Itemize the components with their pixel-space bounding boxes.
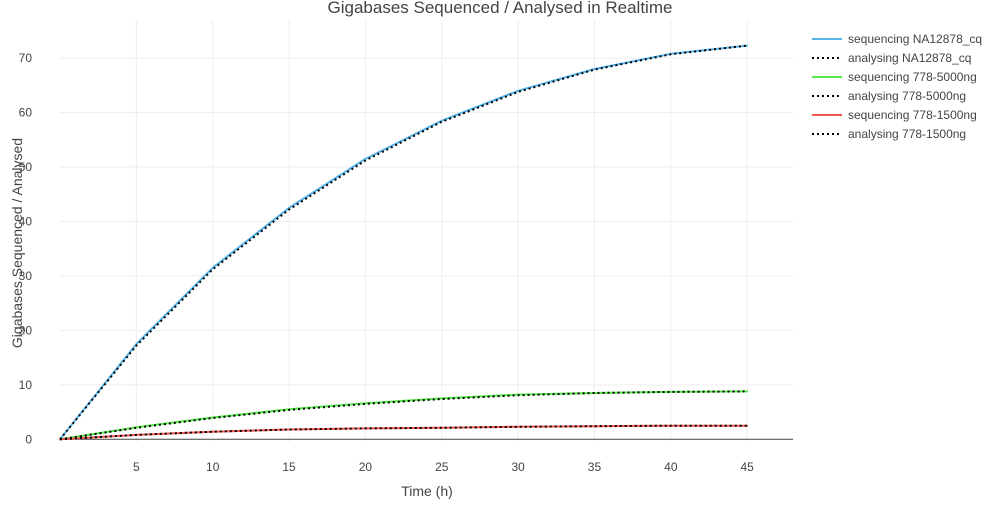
y-tick-label: 0 xyxy=(25,432,32,446)
x-tick-label: 20 xyxy=(359,460,373,474)
legend[interactable]: sequencing NA12878_cq analysing NA12878_c… xyxy=(812,32,982,141)
series-lines xyxy=(59,44,749,441)
chart-title: Gigabases Sequenced / Analysed in Realti… xyxy=(328,0,673,17)
y-axis-title: Gigabases Sequenced / Analysed xyxy=(9,138,25,348)
y-tick-label: 30 xyxy=(19,269,33,283)
legend-label: sequencing NA12878_cq xyxy=(848,32,982,46)
x-tick-label: 35 xyxy=(588,460,602,474)
x-tick-label: 40 xyxy=(664,460,678,474)
legend-label: analysing 778-5000ng xyxy=(848,89,966,103)
x-tick-label: 5 xyxy=(133,460,140,474)
y-tick-label: 50 xyxy=(19,160,33,174)
legend-item[interactable]: sequencing 778-1500ng xyxy=(812,108,977,122)
x-tick-label: 15 xyxy=(282,460,296,474)
y-tick-label: 70 xyxy=(19,51,33,65)
series-line-0[interactable] xyxy=(59,44,749,441)
legend-label: sequencing 778-5000ng xyxy=(848,70,977,84)
series-line-4[interactable] xyxy=(59,424,749,441)
x-tick-label: 10 xyxy=(206,460,220,474)
series-line-2[interactable] xyxy=(59,390,749,441)
legend-item[interactable]: analysing NA12878_cq xyxy=(812,51,971,65)
x-tick-label: 25 xyxy=(435,460,449,474)
legend-item[interactable]: sequencing NA12878_cq xyxy=(812,32,982,46)
y-tick-label: 10 xyxy=(19,378,33,392)
legend-label: analysing 778-1500ng xyxy=(848,127,966,141)
y-tick-label: 40 xyxy=(19,214,33,228)
x-tick-label: 30 xyxy=(511,460,525,474)
y-tick-label: 60 xyxy=(19,106,33,120)
gridlines xyxy=(60,20,793,442)
x-tick-label: 45 xyxy=(741,460,755,474)
legend-label: analysing NA12878_cq xyxy=(848,51,971,65)
legend-label: sequencing 778-1500ng xyxy=(848,108,977,122)
axes: 5 10 15 20 25 30 35 40 45 0 10 20 30 40 50 60 70 xyxy=(19,51,793,474)
series-line-3[interactable] xyxy=(59,390,748,441)
legend-item[interactable]: analysing 778-1500ng xyxy=(812,127,966,141)
legend-item[interactable]: sequencing 778-5000ng xyxy=(812,70,977,84)
legend-item[interactable]: analysing 778-5000ng xyxy=(812,89,966,103)
series-line-1[interactable] xyxy=(59,44,748,440)
x-axis-title: Time (h) xyxy=(401,483,453,499)
y-tick-label: 20 xyxy=(19,323,33,337)
